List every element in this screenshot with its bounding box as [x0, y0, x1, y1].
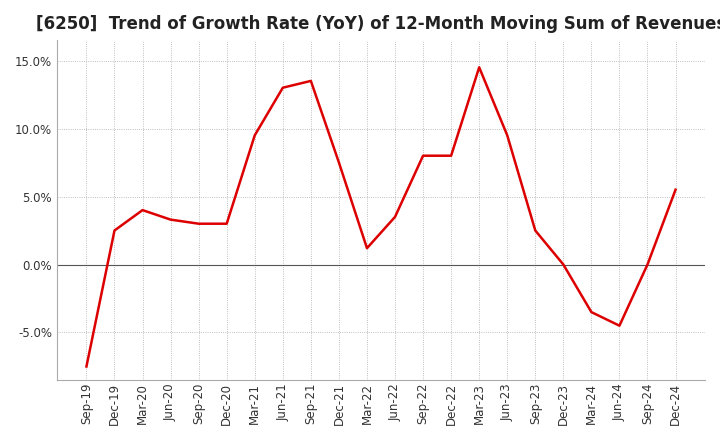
- Title: [6250]  Trend of Growth Rate (YoY) of 12-Month Moving Sum of Revenues: [6250] Trend of Growth Rate (YoY) of 12-…: [36, 15, 720, 33]
